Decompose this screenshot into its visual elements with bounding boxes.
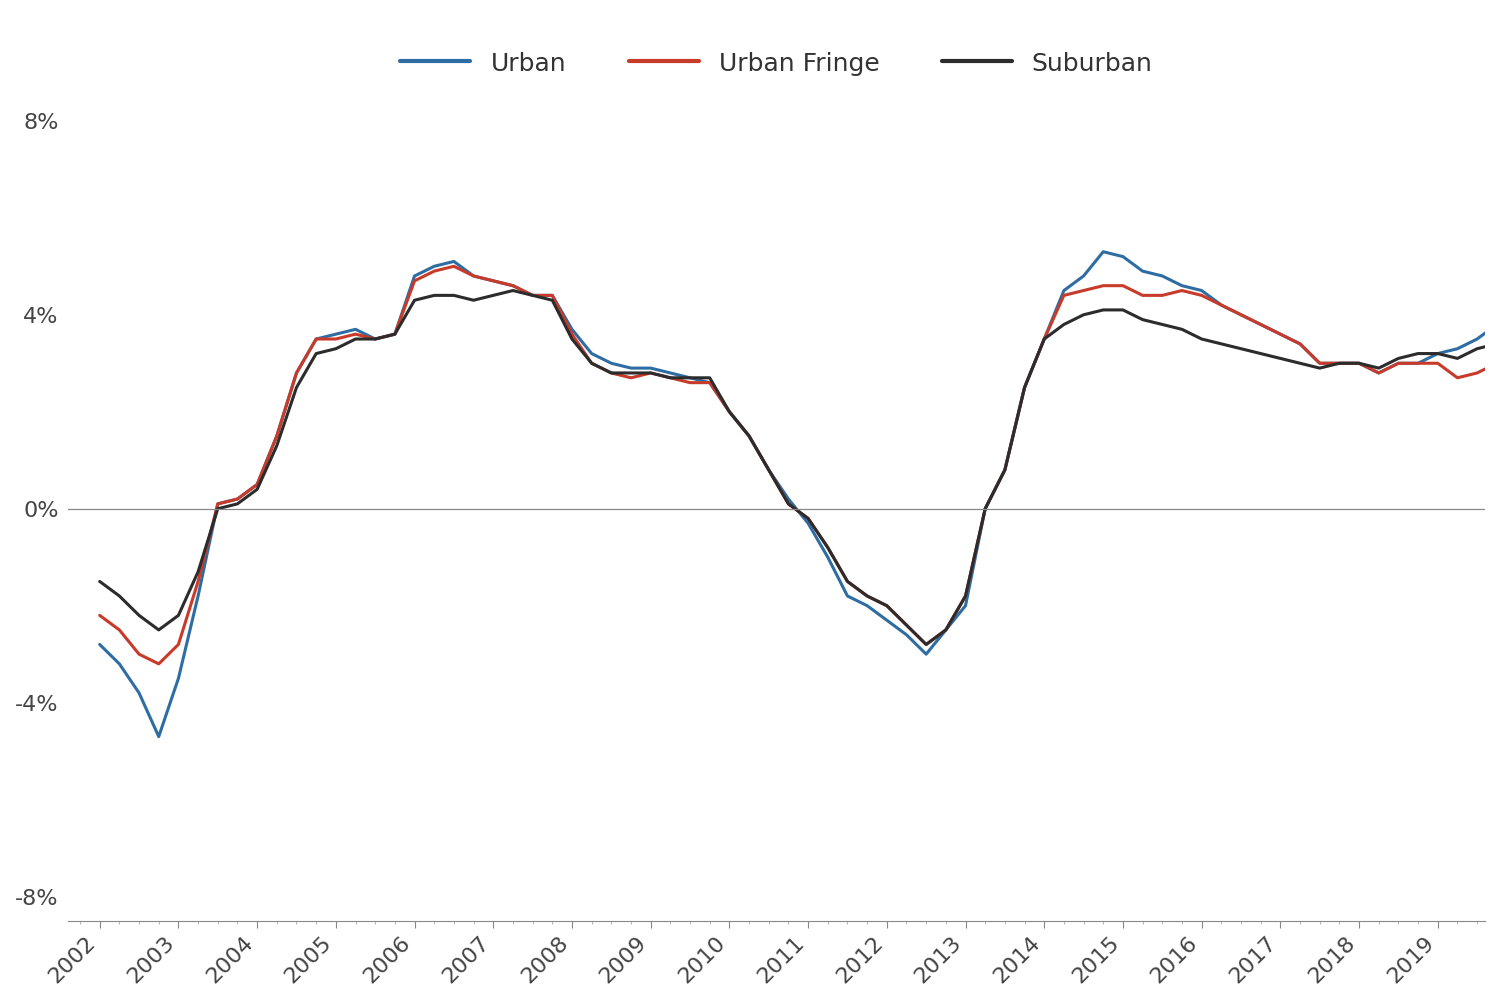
Line: Urban Fringe: Urban Fringe — [99, 267, 1500, 664]
Urban Fringe — [1350, 358, 1368, 370]
Line: Suburban: Suburban — [99, 262, 1500, 644]
Suburban — [90, 575, 108, 587]
Urban — [1350, 358, 1368, 370]
Urban — [878, 614, 896, 626]
Urban Fringe — [90, 609, 108, 621]
Legend: Urban, Urban Fringe, Suburban: Urban, Urban Fringe, Suburban — [400, 51, 1152, 76]
Urban — [1095, 245, 1113, 258]
Suburban — [916, 638, 934, 650]
Suburban — [858, 590, 876, 602]
Urban — [150, 730, 168, 742]
Urban Fringe — [150, 658, 168, 670]
Urban Fringe — [446, 261, 464, 273]
Suburban — [1330, 358, 1348, 370]
Urban — [90, 638, 108, 650]
Line: Urban: Urban — [99, 252, 1500, 736]
Urban Fringe — [897, 619, 915, 631]
